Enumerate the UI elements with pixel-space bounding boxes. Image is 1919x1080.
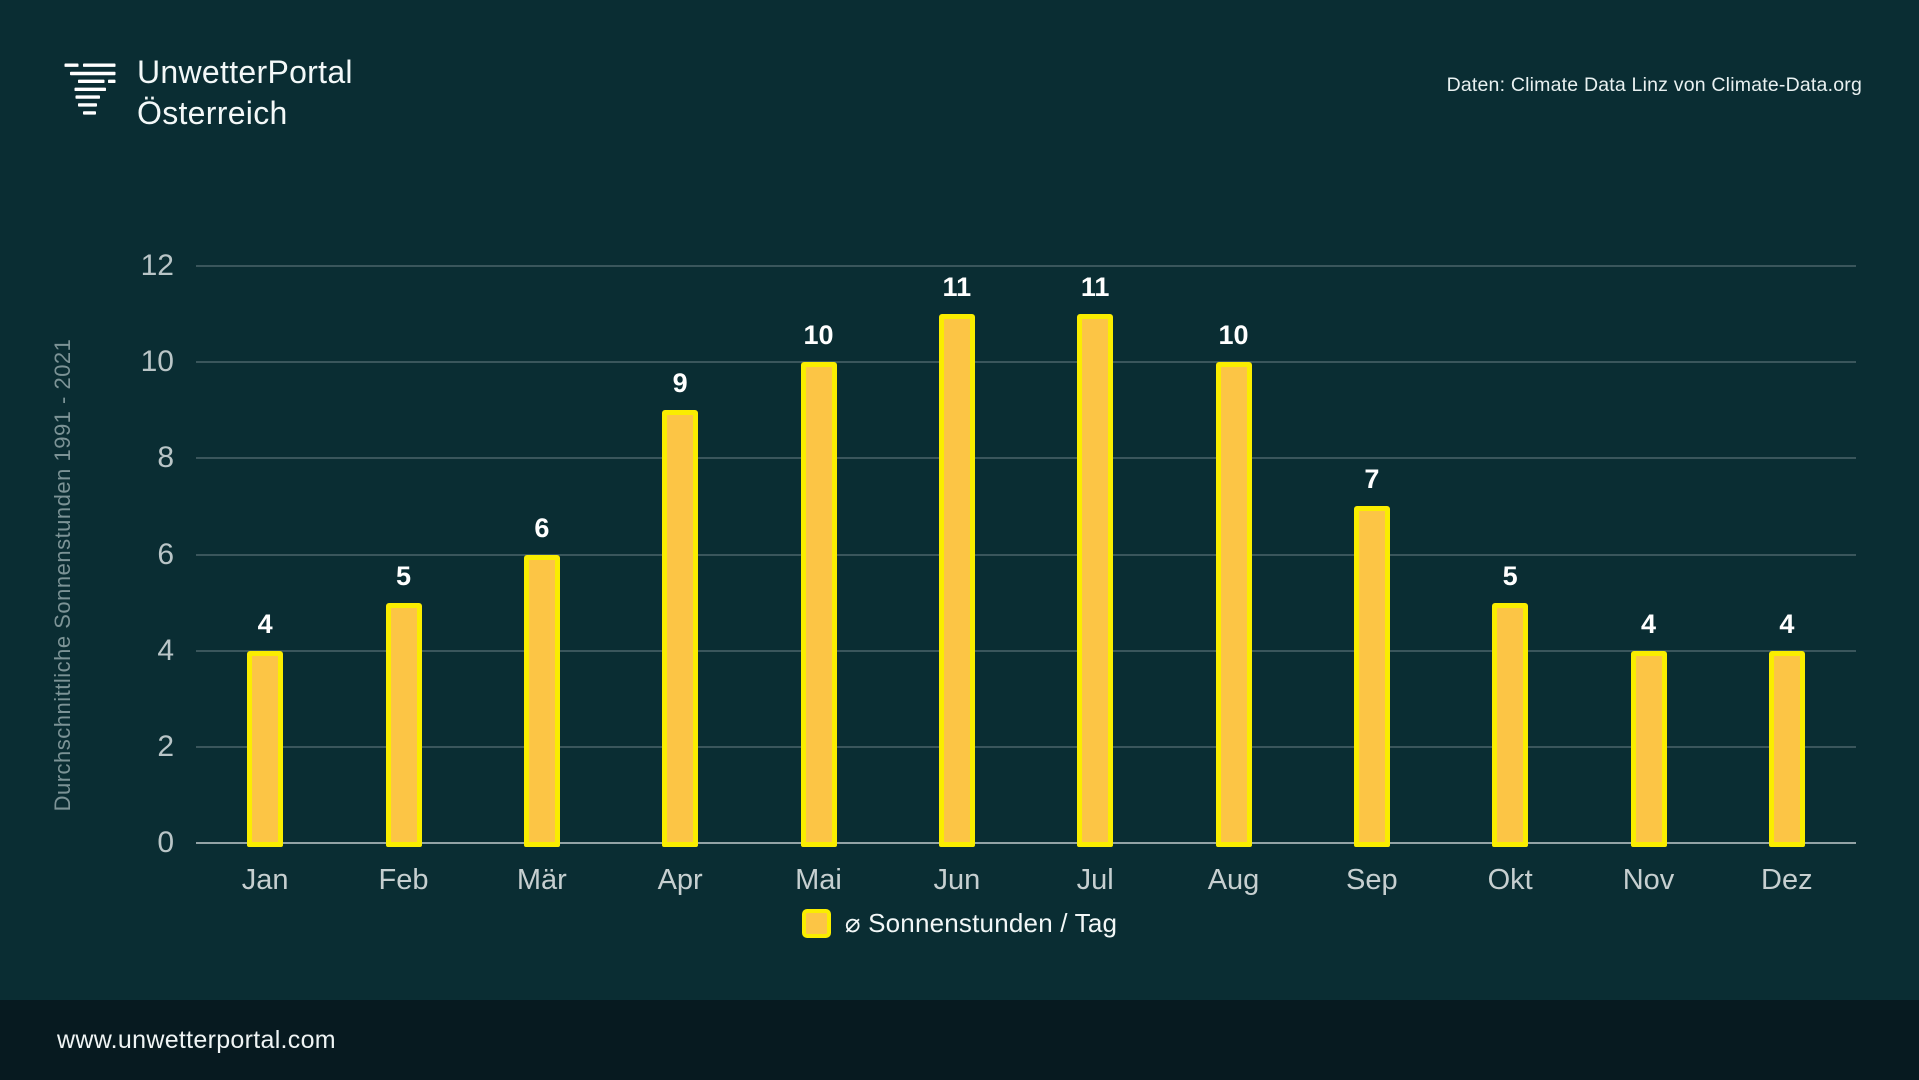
bar-value-label: 10	[803, 320, 834, 351]
x-tick-label: Apr	[657, 864, 703, 896]
bar-value-label: 5	[395, 560, 412, 591]
bar-value-label: 9	[672, 368, 688, 399]
logo: UnwetterPortal Österreich	[57, 52, 353, 134]
bar-value-label: 7	[1364, 464, 1380, 495]
bar-feb	[385, 602, 422, 847]
bar-value-label: 11	[1080, 272, 1110, 303]
x-tick-label: Feb	[378, 864, 429, 896]
bar-jul	[1077, 314, 1114, 847]
y-tick-label: 4	[157, 633, 174, 667]
x-tick-label: Nov	[1622, 864, 1675, 896]
bar-value-label: 11	[942, 272, 972, 303]
logo-line2: Österreich	[137, 95, 288, 131]
bar-jun	[938, 314, 975, 847]
footer-bar: www.unwetterportal.com	[0, 1000, 1919, 1080]
bar-jan	[247, 650, 284, 847]
bar-value-label: 4	[257, 608, 273, 639]
x-axis-line	[196, 842, 1856, 844]
bar-nov	[1630, 650, 1667, 847]
y-tick-label: 0	[157, 826, 174, 859]
bar-value-label: 10	[1218, 320, 1249, 351]
bar-mai	[800, 362, 837, 847]
bar-apr	[662, 410, 699, 847]
x-tick-label: Jun	[933, 864, 981, 896]
x-tick-label: Jul	[1076, 864, 1114, 896]
bar-mär	[523, 554, 560, 847]
x-tick-label: Jan	[241, 864, 289, 896]
y-tick-label: 12	[140, 249, 174, 282]
y-tick-label: 2	[157, 729, 174, 763]
legend-label: ⌀ Sonnenstunden / Tag	[844, 908, 1118, 938]
x-tick-label: Aug	[1207, 864, 1260, 896]
x-tick-label: Mär	[516, 864, 567, 896]
y-tick-label: 10	[140, 345, 174, 379]
x-tick-label: Okt	[1487, 864, 1533, 896]
bar-value-label: 4	[1779, 608, 1795, 639]
legend-swatch-icon	[801, 909, 831, 938]
bar-value-label: 5	[1502, 560, 1518, 591]
tornado-logo-icon	[64, 63, 116, 115]
bar-dez	[1768, 650, 1805, 847]
gridline	[196, 553, 1856, 556]
bar-okt	[1492, 602, 1529, 847]
gridline	[196, 649, 1856, 652]
x-tick-label: Mai	[795, 864, 842, 896]
gridline	[196, 745, 1856, 748]
y-tick-label: 6	[157, 537, 174, 571]
bar-value-label: 6	[534, 512, 550, 543]
bar-chart-plot-area: 0 2 4 6 8 10 12 4 Jan 5 Feb 6 Mär 9 Apr 10 Mai 11 Jun 11 Jul…	[141, 249, 1856, 896]
gridline	[196, 457, 1856, 460]
chart-legend: ⌀ Sonnenstunden / Tag	[0, 908, 1919, 939]
y-axis-title: Durchschnittliche Sonnenstunden 1991 - 2…	[50, 338, 75, 812]
gridline	[196, 361, 1856, 364]
gridline	[196, 265, 1856, 267]
logo-text: UnwetterPortal Österreich	[137, 52, 353, 134]
bar-sep	[1353, 506, 1390, 847]
x-tick-label: Sep	[1346, 864, 1398, 896]
bar-aug	[1215, 362, 1252, 847]
footer-website-url: www.unwetterportal.com	[57, 1025, 336, 1054]
y-tick-label: 8	[157, 441, 174, 475]
x-tick-label: Dez	[1761, 864, 1813, 896]
data-source-attribution: Daten: Climate Data Linz von Climate-Dat…	[1446, 74, 1862, 96]
logo-line1: UnwetterPortal	[137, 54, 353, 90]
bar-value-label: 4	[1640, 608, 1657, 639]
